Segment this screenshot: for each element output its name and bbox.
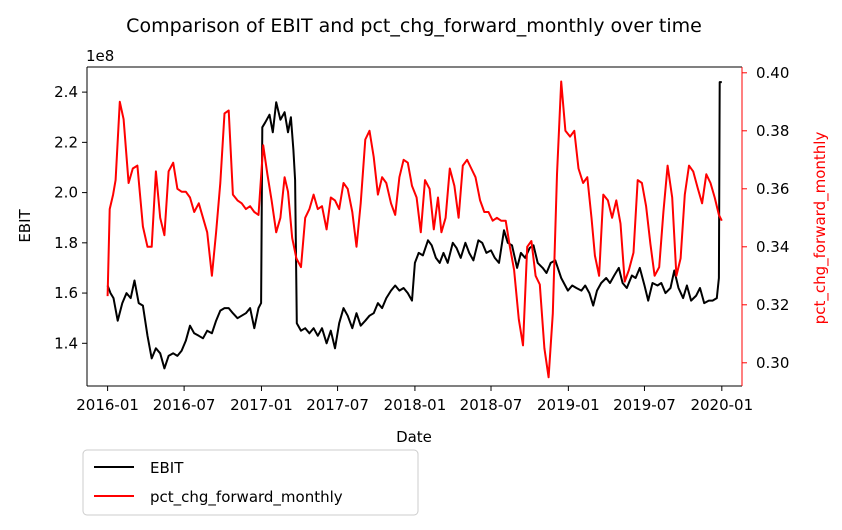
- left-tick-label: 2.2: [54, 133, 78, 151]
- series-layer: [106, 80, 723, 379]
- right-tick-label: 0.36: [756, 180, 789, 198]
- x-tick-label: 2019-07: [613, 396, 676, 414]
- legend-box: [82, 449, 419, 516]
- left-tick-label: 2.4: [54, 83, 78, 101]
- x-tick-label: 2019-01: [537, 396, 600, 414]
- legend-label-pct-chg: pct_chg_forward_monthly: [150, 488, 343, 507]
- legend-label-ebit: EBIT: [150, 459, 184, 477]
- left-tick-label: 2.0: [54, 184, 78, 202]
- x-tick-label: 2016-07: [153, 396, 216, 414]
- x-tick-label: 2020-01: [690, 396, 753, 414]
- left-axis-label: EBIT: [16, 208, 34, 242]
- right-tick-label: 0.30: [756, 354, 789, 372]
- left-tick-label: 1.6: [54, 284, 78, 302]
- x-axis-ticks: 2016-01 2016-07 2017-01 2017-07 2018-01 2018-…: [76, 386, 753, 414]
- right-axis-label: pct_chg_forward_monthly: [811, 132, 830, 325]
- x-tick-label: 2018-01: [384, 396, 447, 414]
- series-line-pct-chg-forward-monthly: [106, 80, 723, 379]
- right-tick-label: 0.34: [756, 238, 789, 256]
- legend: EBIT pct_chg_forward_monthly: [82, 449, 419, 516]
- x-tick-label: 2017-07: [306, 396, 369, 414]
- chart-title: Comparison of EBIT and pct_chg_forward_m…: [126, 15, 702, 37]
- left-tick-label: 1.8: [54, 234, 78, 252]
- plot-background: [87, 67, 742, 386]
- x-tick-label: 2018-07: [460, 396, 523, 414]
- left-tick-label: 1.4: [54, 334, 78, 352]
- series-line-ebit: [106, 81, 722, 370]
- right-tick-label: 0.40: [756, 64, 789, 82]
- left-axis-ticks: 1.4 1.6 1.8 2.0 2.2 2.4: [54, 83, 87, 352]
- right-tick-label: 0.32: [756, 296, 789, 314]
- x-tick-label: 2017-01: [230, 396, 293, 414]
- x-tick-label: 2016-01: [76, 396, 139, 414]
- right-tick-label: 0.38: [756, 122, 789, 140]
- left-axis-multiplier: 1e8: [86, 47, 114, 65]
- x-axis-label: Date: [396, 428, 432, 446]
- right-axis-ticks: 0.30 0.32 0.34 0.36 0.38 0.40: [742, 64, 789, 372]
- plot-area: [86, 66, 743, 387]
